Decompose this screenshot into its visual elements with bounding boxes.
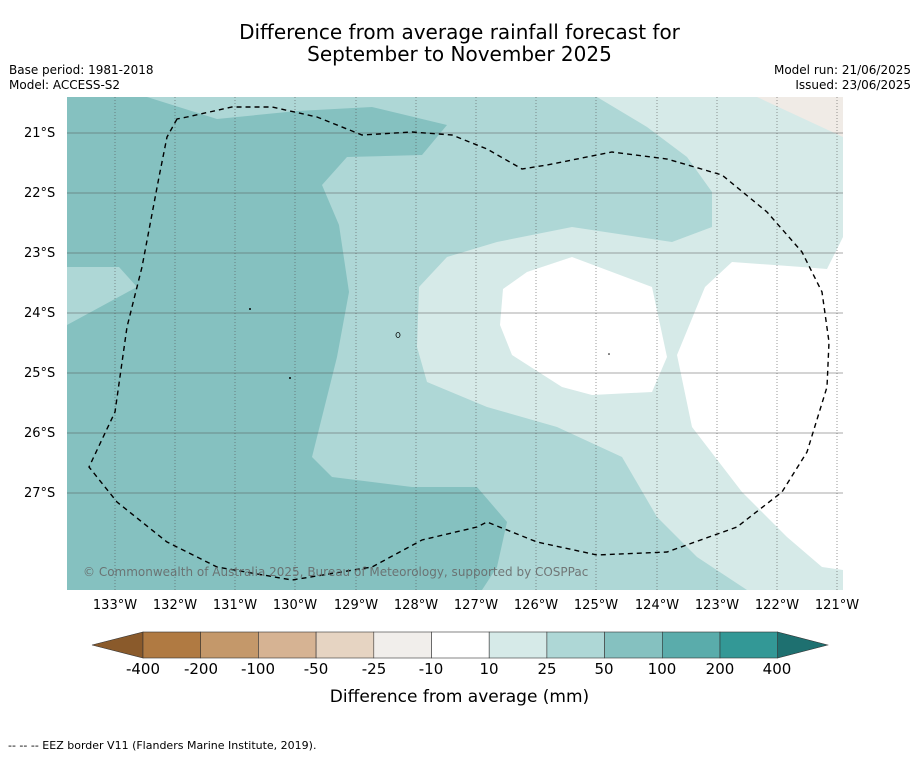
dry-corner-region [757,97,843,137]
lat-label: 22°S [24,186,56,201]
latitude-gridlines [67,132,843,494]
copyright-notice: © Commonwealth of Australia 2025, Bureau… [83,565,589,579]
colorbar-segment [431,631,490,659]
colorbar [91,631,829,659]
colorbar-extend-high [777,631,829,659]
lon-label: 129°W [333,598,379,613]
chart-title-line-1: Difference from average rainfall forecas… [239,20,680,44]
lon-label: 123°W [694,598,740,613]
lat-label: 24°S [24,306,56,321]
colorbar-segment [719,631,779,659]
colorbar-label: -50 [303,660,329,678]
rainfall-difference-map[interactable] [67,97,843,590]
colorbar-label: 25 [537,660,557,678]
island-marker [395,332,401,338]
colorbar-segment [604,631,663,659]
light-teal-patch-west [67,267,137,325]
model-text: Model: ACCESS-S2 [9,78,121,92]
lon-label: 132°W [152,598,198,613]
colorbar-segment [546,631,605,659]
colorbar-label: -10 [418,660,444,678]
lon-label: 128°W [393,598,439,613]
eez-legend-note: -- -- -- EEZ border V11 (Flanders Marine… [8,739,317,752]
lat-label: 23°S [24,246,56,261]
lon-label: 124°W [634,598,680,613]
colorbar-label: -400 [125,660,161,678]
colorbar-label: 100 [647,660,677,678]
issued-text: Issued: 23/06/2025 [795,78,911,92]
colorbar-label: 200 [705,660,735,678]
colorbar-label: 400 [762,660,792,678]
colorbar-label: -25 [361,660,387,678]
island-marker [608,353,610,355]
eez-border [88,106,830,581]
colorbar-segment [142,631,202,659]
lon-label: 131°W [212,598,258,613]
colorbar-label: -200 [183,660,219,678]
lon-label: 121°W [814,598,860,613]
lon-label: 133°W [92,598,138,613]
colorbar-segment [373,631,432,659]
base-period-text: Base period: 1981-2018 [9,63,154,77]
lon-label: 125°W [573,598,619,613]
colorbar-title: Difference from average (mm) [329,687,590,707]
lat-label: 27°S [24,486,56,501]
colorbar-label: -100 [240,660,276,678]
lon-label: 127°W [453,598,499,613]
colorbar-extend-low [91,631,144,659]
lon-label: 122°W [754,598,800,613]
colorbar-segment [488,631,548,659]
lat-label: 21°S [24,126,56,141]
lon-label: 130°W [272,598,318,613]
island-marker [249,308,251,310]
map-svg [67,97,843,590]
longitude-gridlines [114,97,838,590]
model-run-text: Model run: 21/06/2025 [773,63,911,77]
colorbar-label: 10 [479,660,499,678]
island-marker [289,377,291,379]
colorbar-segment [258,631,317,659]
colorbar-segment [200,631,259,659]
colorbar-segment [315,631,375,659]
colorbar-label: 50 [594,660,614,678]
white-east-region [667,97,843,570]
lat-label: 26°S [24,426,56,441]
lat-label: 25°S [24,366,56,381]
chart-title-line-2: September to November 2025 [307,42,612,66]
white-center-region [500,257,667,395]
lon-label: 126°W [513,598,559,613]
colorbar-segment [661,631,721,659]
